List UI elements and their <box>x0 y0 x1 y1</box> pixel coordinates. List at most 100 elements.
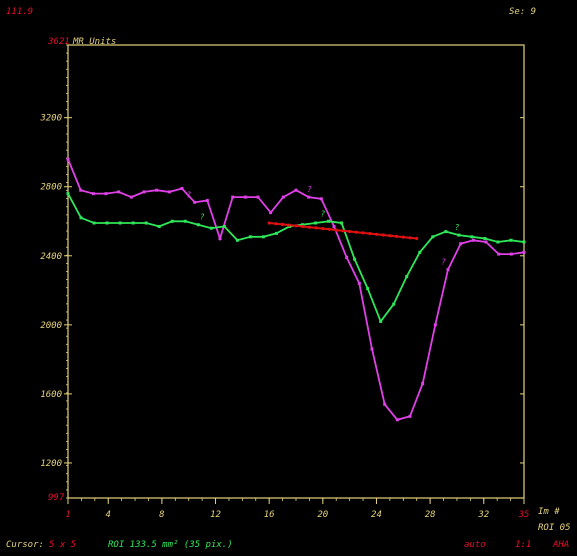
data-point <box>459 242 463 246</box>
zoom-label: 1:1 <box>515 540 532 550</box>
auto-label: auto <box>464 540 486 550</box>
data-point <box>345 256 349 260</box>
data-point <box>142 190 146 194</box>
series-line-1 <box>67 193 525 324</box>
data-point <box>79 188 83 192</box>
roi-corner-label: ROI 05 <box>538 523 571 533</box>
y-bottom-label: 997 <box>48 493 65 503</box>
data-point <box>196 223 200 227</box>
trend-point <box>341 229 345 233</box>
data-point <box>471 238 475 242</box>
trend-point <box>281 222 285 226</box>
x-tick-label: 28 <box>425 510 436 520</box>
data-point <box>307 195 311 199</box>
data-point <box>431 235 435 239</box>
cursor-label: Cursor: <box>6 540 44 550</box>
x-tick-label: 20 <box>317 510 328 520</box>
data-point <box>446 268 450 272</box>
y-axis-label: MR Units <box>73 37 117 47</box>
chart-axes <box>67 44 525 499</box>
y-tick-label: 3200 <box>39 114 62 124</box>
data-point <box>509 238 513 242</box>
data-point <box>167 190 171 194</box>
data-point <box>357 281 361 285</box>
x-tick-label: 32 <box>477 510 489 520</box>
trend-point <box>415 236 419 241</box>
data-point <box>370 347 374 351</box>
y-tick-label: 2000 <box>40 321 62 331</box>
data-point <box>444 230 448 234</box>
data-point <box>105 221 109 225</box>
data-point <box>484 240 488 244</box>
data-point <box>332 224 336 228</box>
series-label: Se: 9 <box>509 7 537 17</box>
roi-info: ROI 133.5 mm² (35 pix.) <box>108 540 233 550</box>
data-point <box>243 195 247 199</box>
data-point <box>170 219 174 223</box>
trend-point <box>368 232 372 236</box>
trend-point <box>408 236 412 240</box>
data-point <box>157 224 161 228</box>
x-tick-label: 1 <box>65 510 70 520</box>
data-point <box>129 195 133 199</box>
aha-label: AHA <box>553 540 570 550</box>
data-point <box>235 238 239 242</box>
trend-point <box>321 227 325 231</box>
cursor-value: 5 x 5 <box>49 540 77 550</box>
data-point <box>256 195 260 199</box>
data-point <box>319 197 323 201</box>
data-point <box>261 235 265 239</box>
data-point <box>509 252 513 256</box>
data-point <box>522 250 526 254</box>
y-top-label: 3621 <box>48 37 70 47</box>
trend-point <box>361 231 365 235</box>
data-point <box>91 192 95 196</box>
x-tick-label: 16 <box>264 510 275 520</box>
data-point <box>281 195 285 199</box>
trend-point <box>314 226 318 230</box>
data-point <box>457 233 461 237</box>
chart-markers: ?????? <box>186 185 459 267</box>
data-point <box>405 275 409 279</box>
chart-points <box>66 157 526 422</box>
data-point <box>483 237 487 241</box>
trend-point <box>354 230 358 234</box>
data-point <box>294 188 298 192</box>
data-point <box>340 221 344 225</box>
data-point <box>497 252 501 256</box>
data-point <box>433 323 437 327</box>
data-point <box>117 190 121 194</box>
data-point <box>366 287 370 291</box>
trend-point <box>348 229 352 234</box>
data-point <box>314 221 318 225</box>
data-point <box>66 157 70 161</box>
x-tick-label: 35 <box>518 510 530 520</box>
data-point <box>205 199 209 203</box>
header-left-value: 111.9 <box>6 7 34 17</box>
trend-point <box>287 223 291 227</box>
trend-point <box>307 225 311 229</box>
data-point <box>395 418 399 422</box>
data-point <box>144 221 148 225</box>
series-marker: ? <box>320 209 325 218</box>
data-point <box>353 257 357 261</box>
data-point <box>66 192 70 196</box>
trend-point <box>401 235 405 239</box>
x-axis-label: Im # <box>538 507 560 517</box>
data-point <box>327 219 331 223</box>
trend-point <box>395 234 399 238</box>
data-point <box>470 235 474 239</box>
trend-point <box>334 228 338 232</box>
series-marker: ? <box>307 185 312 194</box>
data-point <box>222 224 226 228</box>
plot-frame <box>67 44 525 499</box>
data-point <box>269 211 273 215</box>
trend-point <box>388 234 392 238</box>
data-point <box>383 402 387 406</box>
y-tick-label: 1200 <box>40 459 62 469</box>
data-point <box>92 221 96 225</box>
data-point <box>301 223 305 227</box>
trend-point <box>327 227 332 231</box>
trend-point <box>374 232 379 236</box>
